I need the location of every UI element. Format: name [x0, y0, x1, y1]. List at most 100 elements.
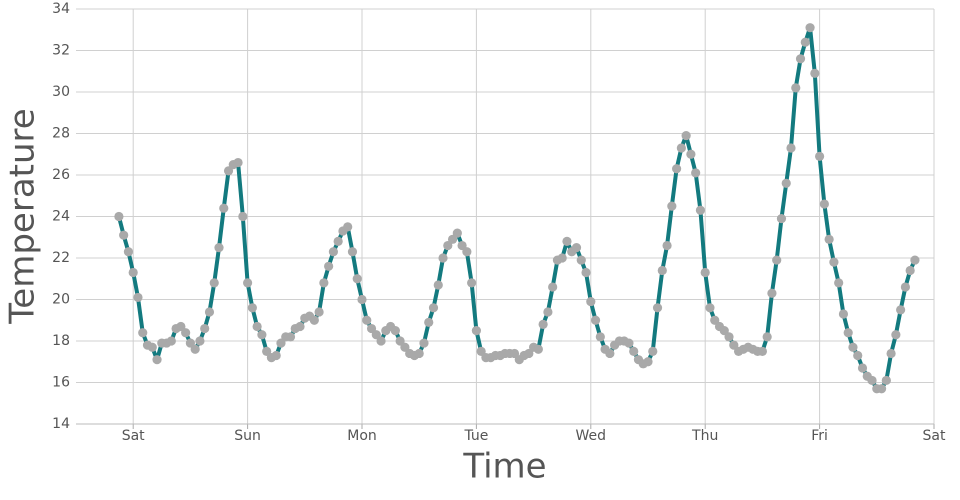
y-tick-label: 28 [52, 126, 70, 142]
point [190, 344, 200, 354]
y-tick-label: 14 [52, 416, 70, 432]
x-tick-label: Wed [576, 428, 607, 444]
point [657, 265, 667, 276]
point [838, 309, 849, 319]
point [662, 240, 672, 251]
point [819, 199, 829, 209]
point [595, 332, 605, 342]
point [447, 234, 458, 244]
point [867, 375, 877, 386]
point [776, 213, 787, 224]
point [467, 278, 477, 288]
point [328, 247, 338, 257]
point [905, 265, 915, 276]
point [576, 255, 586, 265]
point [343, 222, 353, 232]
point [414, 348, 424, 359]
point [371, 330, 381, 340]
point [815, 151, 825, 161]
x-tick-label: Mon [347, 428, 377, 444]
point [238, 211, 248, 222]
point [452, 228, 462, 238]
point [605, 348, 615, 359]
point [910, 255, 920, 265]
point [557, 253, 567, 263]
point [395, 336, 405, 346]
point [357, 294, 367, 305]
point [676, 143, 686, 153]
point [686, 149, 696, 159]
point [214, 243, 224, 253]
point [695, 205, 706, 215]
point [667, 201, 677, 211]
y-tick-label: 18 [52, 333, 70, 349]
point [791, 83, 801, 93]
point [366, 323, 377, 334]
point [881, 375, 891, 386]
point [853, 350, 863, 361]
point [209, 278, 219, 288]
point [652, 303, 663, 313]
point [524, 348, 534, 359]
point [648, 346, 658, 356]
y-tick-label: 34 [52, 1, 70, 17]
point [138, 328, 148, 338]
point [128, 267, 138, 278]
point [247, 303, 257, 313]
point [786, 143, 796, 153]
point [829, 257, 839, 267]
point [586, 296, 596, 307]
point [195, 336, 205, 346]
y-tick-label: 32 [52, 43, 70, 59]
point [562, 236, 572, 246]
point [252, 321, 262, 332]
point [176, 321, 186, 332]
point [781, 178, 791, 188]
point [896, 305, 906, 315]
point [400, 342, 410, 352]
point [590, 315, 601, 325]
point [295, 321, 305, 332]
point [428, 303, 439, 313]
point [548, 282, 558, 292]
point [438, 253, 448, 263]
point [152, 355, 162, 365]
line [116, 25, 917, 391]
point [324, 261, 334, 271]
y-tick-label: 22 [52, 250, 70, 266]
point [276, 338, 286, 348]
y-tick-label: 20 [52, 292, 70, 308]
point [476, 346, 486, 356]
x-tick-label: Fri [811, 428, 828, 444]
point [729, 340, 739, 350]
point [876, 384, 887, 394]
point [419, 338, 429, 348]
y-tick-label: 30 [52, 84, 70, 100]
point [810, 68, 820, 78]
y-tick-label: 26 [52, 167, 70, 183]
y-tick-label: 24 [52, 209, 70, 225]
point [376, 336, 386, 346]
point [509, 348, 520, 359]
point [571, 243, 582, 253]
point [672, 164, 682, 174]
point [886, 348, 896, 359]
point [719, 326, 729, 336]
point [457, 240, 467, 251]
point [262, 346, 272, 356]
point [185, 338, 195, 348]
point [257, 330, 267, 340]
point [333, 236, 343, 246]
point [233, 157, 243, 168]
point [204, 307, 215, 317]
point [243, 278, 253, 288]
point [314, 307, 324, 317]
point [309, 315, 319, 325]
point [691, 168, 701, 178]
point [772, 255, 782, 265]
point [724, 332, 734, 342]
point [538, 319, 548, 329]
point [147, 342, 157, 352]
point [166, 336, 176, 346]
